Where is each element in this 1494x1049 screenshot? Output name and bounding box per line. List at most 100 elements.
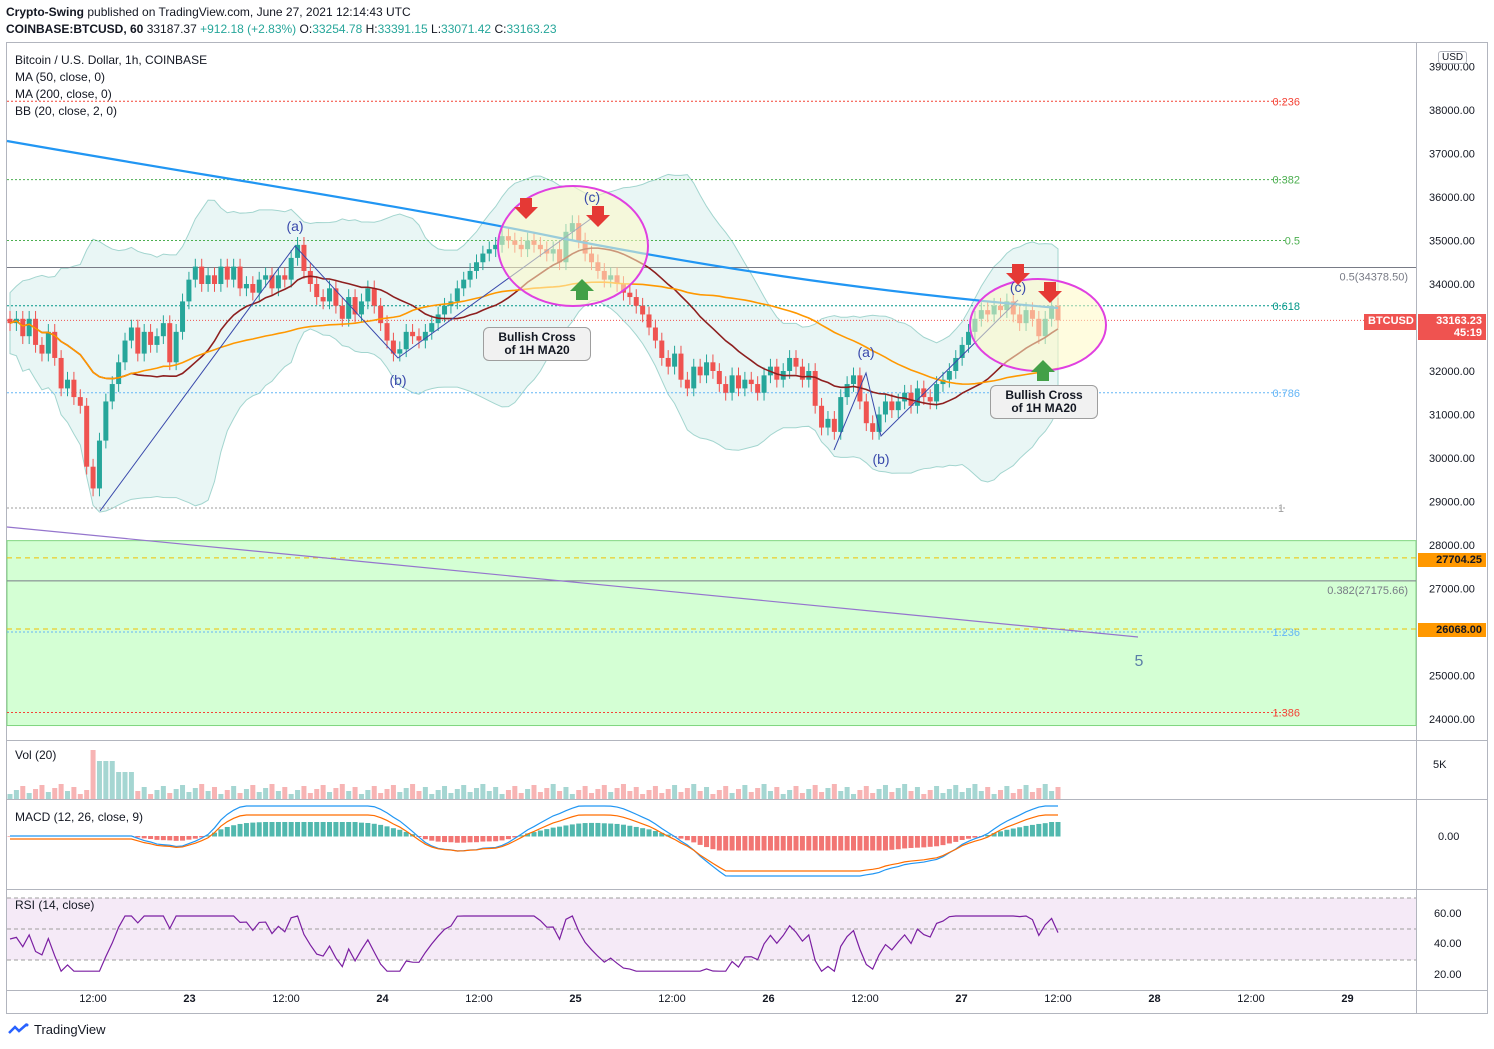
candle-body <box>748 379 754 385</box>
author-name[interactable]: Crypto-Swing <box>6 5 84 19</box>
macd-hist-bar <box>346 822 352 837</box>
macd-title[interactable]: MACD (12, 26, close, 9) <box>15 810 144 824</box>
candle-body <box>45 331 51 354</box>
price-tick-label: 30000.00 <box>1429 453 1475 465</box>
macd-hist-bar <box>940 836 946 846</box>
fib-label: 0.618 <box>1272 301 1300 313</box>
volume-bar <box>787 790 793 799</box>
macd-hist-bar <box>825 836 831 851</box>
macd-hist-bar <box>250 822 256 837</box>
volume-bar <box>231 786 237 799</box>
currency-button[interactable]: USD <box>1438 51 1468 64</box>
macd-hist-bar <box>442 836 448 843</box>
macd-hist-bar <box>282 822 288 837</box>
candle-body <box>774 366 780 380</box>
candle-body <box>333 288 339 306</box>
volume-bar <box>1036 788 1042 799</box>
candle-body <box>20 318 26 337</box>
volume-bar <box>154 790 160 799</box>
macd-hist-bar <box>467 836 473 843</box>
volume-bar <box>921 794 927 799</box>
candle-body <box>365 288 371 302</box>
legend-title[interactable]: Bitcoin / U.S. Dollar, 1h, COINBASE <box>15 53 208 67</box>
macd-hist-bar <box>914 836 920 848</box>
volume-bar <box>927 790 933 799</box>
highlight-circle-2[interactable] <box>969 278 1107 372</box>
volume-bar <box>806 789 812 799</box>
candle-body <box>812 371 818 406</box>
low-value: 33071.42 <box>441 22 492 36</box>
candle-body <box>953 357 959 371</box>
volume-bar <box>307 793 313 799</box>
volume-bar <box>1029 792 1035 799</box>
volume-bar <box>902 784 908 799</box>
highlight-circle-1[interactable] <box>497 185 649 307</box>
volume-bar <box>218 794 224 799</box>
macd-hist-bar <box>269 822 275 837</box>
macd-hist-bar <box>1042 823 1048 837</box>
chart-frame <box>6 42 1417 1014</box>
close-label: C: <box>494 22 507 36</box>
volume-bar <box>761 784 767 799</box>
macd-hist-bar <box>959 836 965 840</box>
volume-bar <box>65 791 71 799</box>
volume-bar <box>569 794 575 799</box>
up-arrow-icon <box>1031 360 1055 381</box>
candle-body <box>256 279 262 293</box>
legend-ma200[interactable]: MA (200, close, 0) <box>15 87 112 101</box>
time-tick-label: 28 <box>1148 993 1160 1005</box>
fib-label: 0.382 <box>1272 175 1300 187</box>
volume-bar <box>557 791 563 799</box>
candle-body <box>921 388 927 398</box>
macd-hist-bar <box>199 836 205 838</box>
volume-bar <box>135 791 141 799</box>
axis-frame <box>1416 42 1488 1014</box>
legend-bb[interactable]: BB (20, close, 2, 0) <box>15 104 118 118</box>
volume-bar <box>959 792 965 799</box>
macd-hist-bar <box>589 822 595 837</box>
candle-body <box>416 336 422 341</box>
down-arrow-icon <box>1038 282 1062 303</box>
candle-body <box>58 357 64 389</box>
volume-bar <box>908 791 914 799</box>
volume-bar <box>282 787 288 799</box>
volume-bar <box>627 791 633 799</box>
vol-title[interactable]: Vol (20) <box>15 748 57 762</box>
price-tick-label: 28000.00 <box>1429 540 1475 552</box>
macd-hist-bar <box>774 836 780 851</box>
candle-body <box>927 397 933 402</box>
close-value: 33163.23 <box>506 22 557 36</box>
candle-body <box>851 375 857 385</box>
footer-logo[interactable]: TradingView <box>8 1022 106 1037</box>
volume-bar <box>288 794 294 799</box>
target-zone[interactable] <box>6 540 1417 727</box>
candle-body <box>410 331 416 337</box>
macd-hist-bar <box>691 836 697 843</box>
macd-hist-bar <box>966 836 972 839</box>
macd-hist-bar <box>946 836 952 844</box>
candle-body <box>665 357 671 367</box>
volume-bar <box>914 787 920 799</box>
candle-body <box>250 284 256 293</box>
candle-body <box>729 375 735 393</box>
time-tick-label: 12:00 <box>1237 993 1265 1005</box>
wave-label-b2: (b) <box>872 451 889 467</box>
publish-line: Crypto-Swing published on TradingView.co… <box>6 5 411 19</box>
macd-hist-bar <box>755 836 761 851</box>
macd-hist-bar <box>767 836 773 851</box>
macd-hist-bar <box>550 827 556 837</box>
volume-bar <box>895 788 901 799</box>
callout-bullish-cross-1[interactable]: Bullish Cross of 1H MA20 <box>483 327 591 361</box>
volume-bar <box>774 787 780 799</box>
callout-bullish-cross-2[interactable]: Bullish Cross of 1H MA20 <box>990 385 1098 419</box>
candle-body <box>173 331 179 363</box>
macd-hist-bar <box>301 822 307 837</box>
rsi-title[interactable]: RSI (14, close) <box>15 898 95 912</box>
legend-ma50[interactable]: MA (50, close, 0) <box>15 70 106 84</box>
macd-hist-bar <box>327 822 333 837</box>
candle-body <box>288 257 294 280</box>
candle-body <box>678 353 684 380</box>
macd-hist-bar <box>863 836 869 851</box>
candle-body <box>186 279 192 302</box>
